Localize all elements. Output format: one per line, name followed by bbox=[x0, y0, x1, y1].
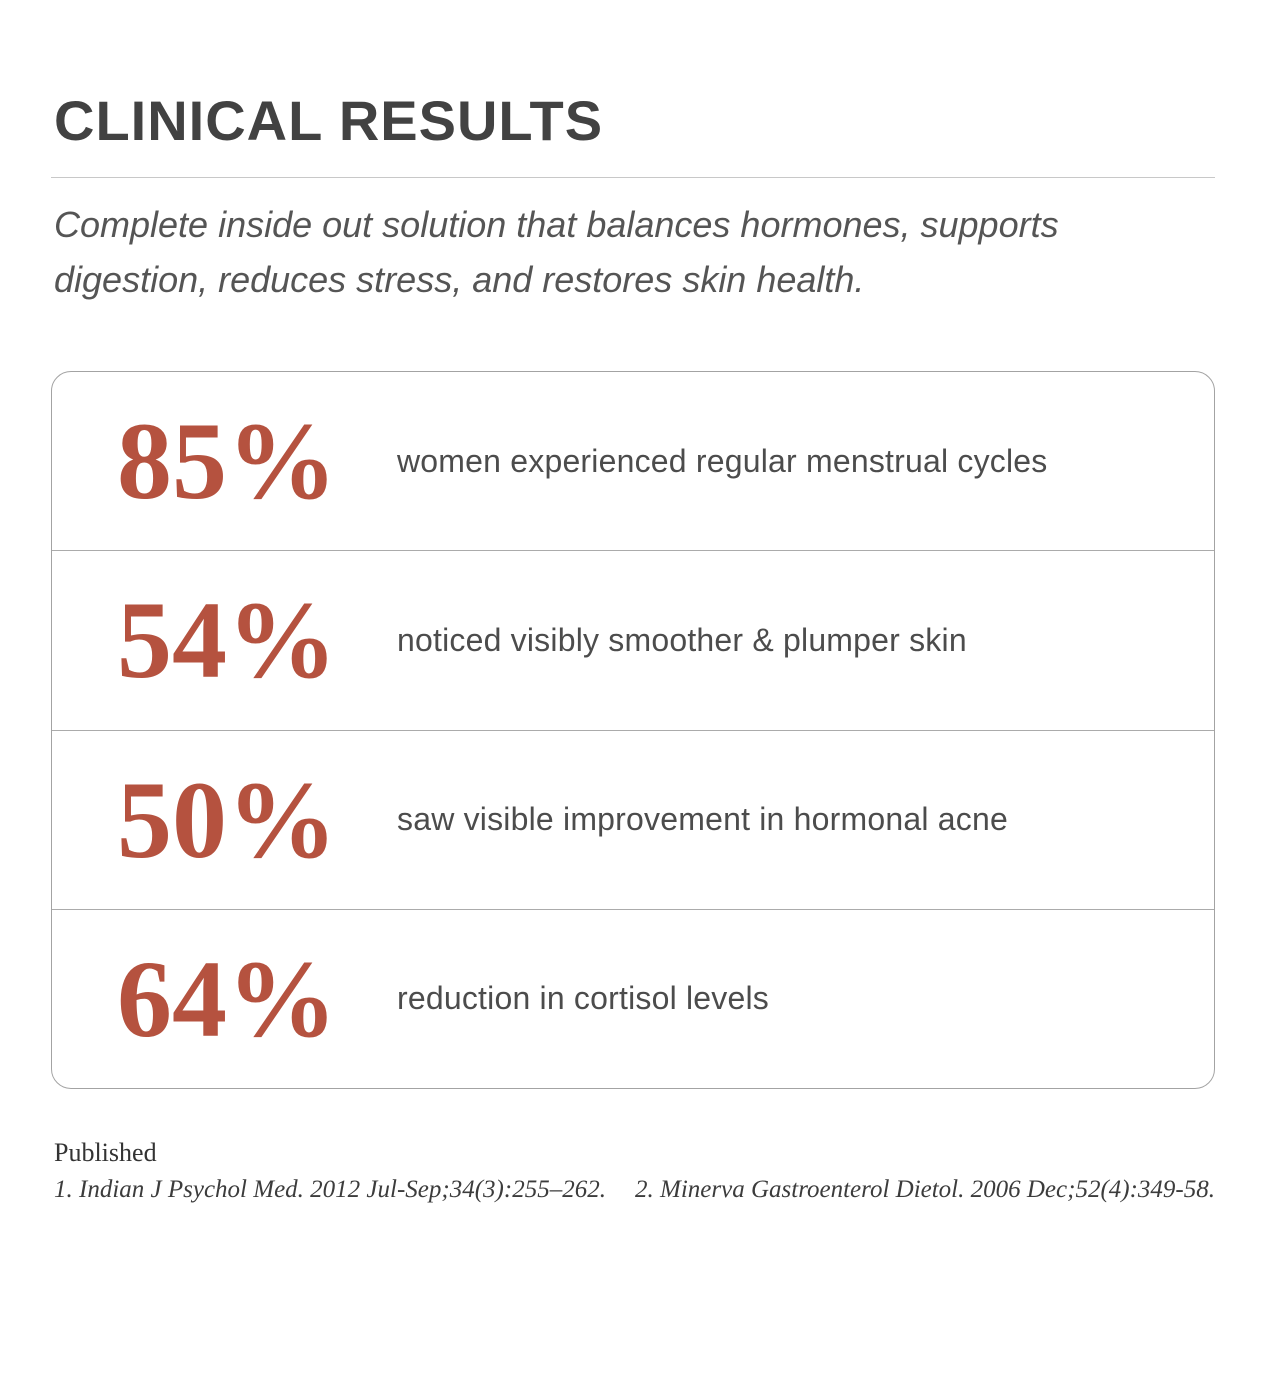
citations-row: 1. Indian J Psychol Med. 2012 Jul-Sep;34… bbox=[54, 1176, 1215, 1204]
percent-value: 50% bbox=[117, 758, 337, 881]
result-row: 64% reduction in cortisol levels bbox=[52, 908, 1214, 1088]
clinical-results-section: CLINICAL RESULTS Complete inside out sol… bbox=[0, 89, 1266, 1204]
result-description: reduction in cortisol levels bbox=[397, 980, 769, 1017]
citation-1: 1. Indian J Psychol Med. 2012 Jul-Sep;34… bbox=[54, 1176, 606, 1203]
result-row: 85% women experienced regular menstrual … bbox=[52, 372, 1214, 550]
result-row: 54% noticed visibly smoother & plumper s… bbox=[52, 550, 1214, 729]
page-title: CLINICAL RESULTS bbox=[54, 89, 604, 152]
published-label: Published bbox=[54, 1138, 157, 1167]
percent-value: 54% bbox=[117, 579, 337, 702]
page-subtitle: Complete inside out solution that balanc… bbox=[54, 204, 1059, 300]
percent-value: 85% bbox=[117, 400, 337, 523]
result-row: 50% saw visible improvement in hormonal … bbox=[52, 729, 1214, 909]
citation-2: 2. Minerva Gastroenterol Dietol. 2006 De… bbox=[635, 1176, 1215, 1203]
results-card: 85% women experienced regular menstrual … bbox=[51, 371, 1215, 1089]
percent-value: 64% bbox=[117, 937, 337, 1060]
result-description: women experienced regular menstrual cycl… bbox=[397, 442, 1048, 479]
result-description: saw visible improvement in hormonal acne bbox=[397, 801, 1008, 838]
result-description: noticed visibly smoother & plumper skin bbox=[397, 621, 967, 658]
footer: Published 1. Indian J Psychol Med. 2012 … bbox=[51, 1136, 1215, 1204]
title-divider bbox=[51, 177, 1215, 178]
